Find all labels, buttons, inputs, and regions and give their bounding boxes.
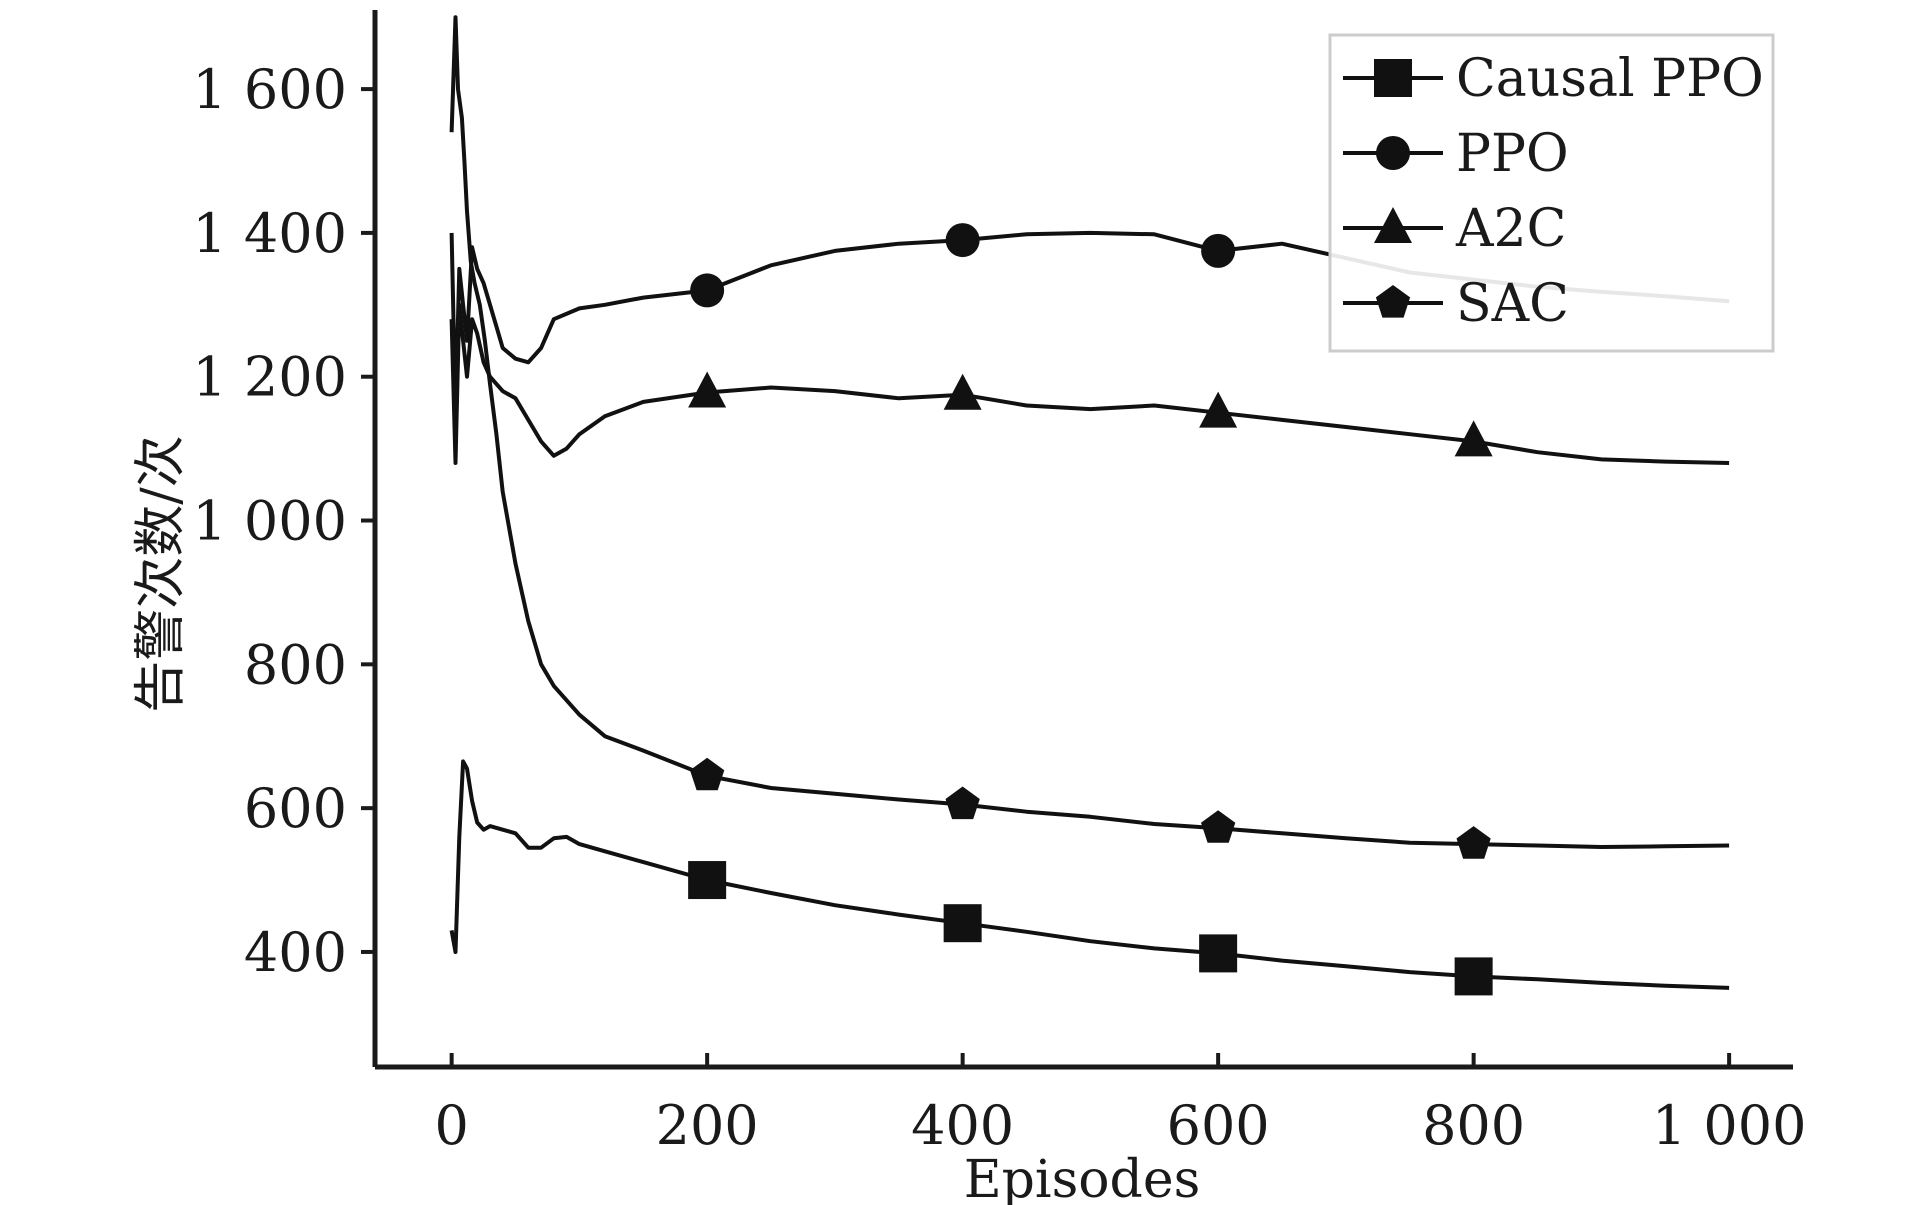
data-point-ppo (690, 273, 725, 308)
legend-item-a2c: A2C (1343, 199, 1566, 259)
x-tick-label: 600 (1167, 1094, 1270, 1157)
x-tick-label: 1 000 (1652, 1094, 1807, 1157)
legend-items: Causal PPO PPO A2C SAC (1343, 49, 1764, 334)
legend-marker-sac (1375, 285, 1411, 318)
y-tick-label: 1 000 (192, 490, 347, 553)
data-point-a2c (1199, 391, 1238, 428)
data-point-a2c (1454, 420, 1493, 457)
y-axis-label: 告警次数/次 (131, 435, 191, 713)
y-tick-label: 600 (244, 777, 347, 840)
data-point-ppo (945, 223, 980, 258)
series-line-a2c (449, 302, 1730, 465)
data-point-causal-ppo (688, 861, 727, 900)
series-line-causal-ppo (449, 759, 1730, 990)
legend-marker-a2c (1374, 207, 1412, 243)
x-axis-ticks: 0 200 400 600 800 1 000 (434, 1053, 1806, 1157)
legend: Causal PPO PPO A2C SAC (1328, 33, 1775, 353)
y-tick-label: 800 (244, 633, 347, 696)
x-tick-label: 800 (1422, 1094, 1525, 1157)
data-point-a2c (943, 373, 982, 410)
y-tick-label: 1 200 (192, 346, 347, 409)
y-tick-label: 1 400 (192, 202, 347, 265)
legend-marker-causal-ppo (1374, 59, 1412, 97)
legend-item-ppo: PPO (1343, 124, 1569, 184)
legend-marker-ppo (1376, 136, 1410, 170)
data-point-causal-ppo (1199, 934, 1238, 973)
y-tick-label: 1 600 (192, 58, 347, 121)
y-axis-ticks: 400 600 800 1 000 1 200 1 400 1 600 (192, 58, 375, 984)
data-point-causal-ppo (943, 904, 982, 943)
data-point-ppo (1201, 233, 1236, 268)
x-tick-label: 400 (911, 1094, 1014, 1157)
series-sac (449, 15, 1730, 859)
x-axis-label: Episodes (964, 1150, 1201, 1205)
data-point-sac (1456, 826, 1491, 859)
legend-item-sac: SAC (1343, 274, 1569, 334)
series-line-sac (449, 15, 1730, 849)
legend-label: A2C (1455, 199, 1566, 259)
x-tick-label: 200 (656, 1094, 759, 1157)
legend-label: SAC (1456, 274, 1569, 334)
data-point-causal-ppo (1454, 957, 1493, 996)
data-point-sac (945, 786, 980, 820)
data-point-a2c (688, 371, 727, 408)
series-causal-ppo (449, 759, 1730, 996)
legend-label: Causal PPO (1456, 49, 1764, 109)
legend-label: PPO (1456, 124, 1569, 184)
legend-item-causal-ppo: Causal PPO (1343, 49, 1764, 109)
series-a2c (449, 302, 1730, 465)
x-tick-label: 0 (434, 1094, 468, 1157)
y-tick-label: 400 (244, 921, 347, 984)
axes (372, 10, 1793, 1070)
data-point-sac (1201, 810, 1236, 843)
data-point-sac (690, 757, 725, 791)
